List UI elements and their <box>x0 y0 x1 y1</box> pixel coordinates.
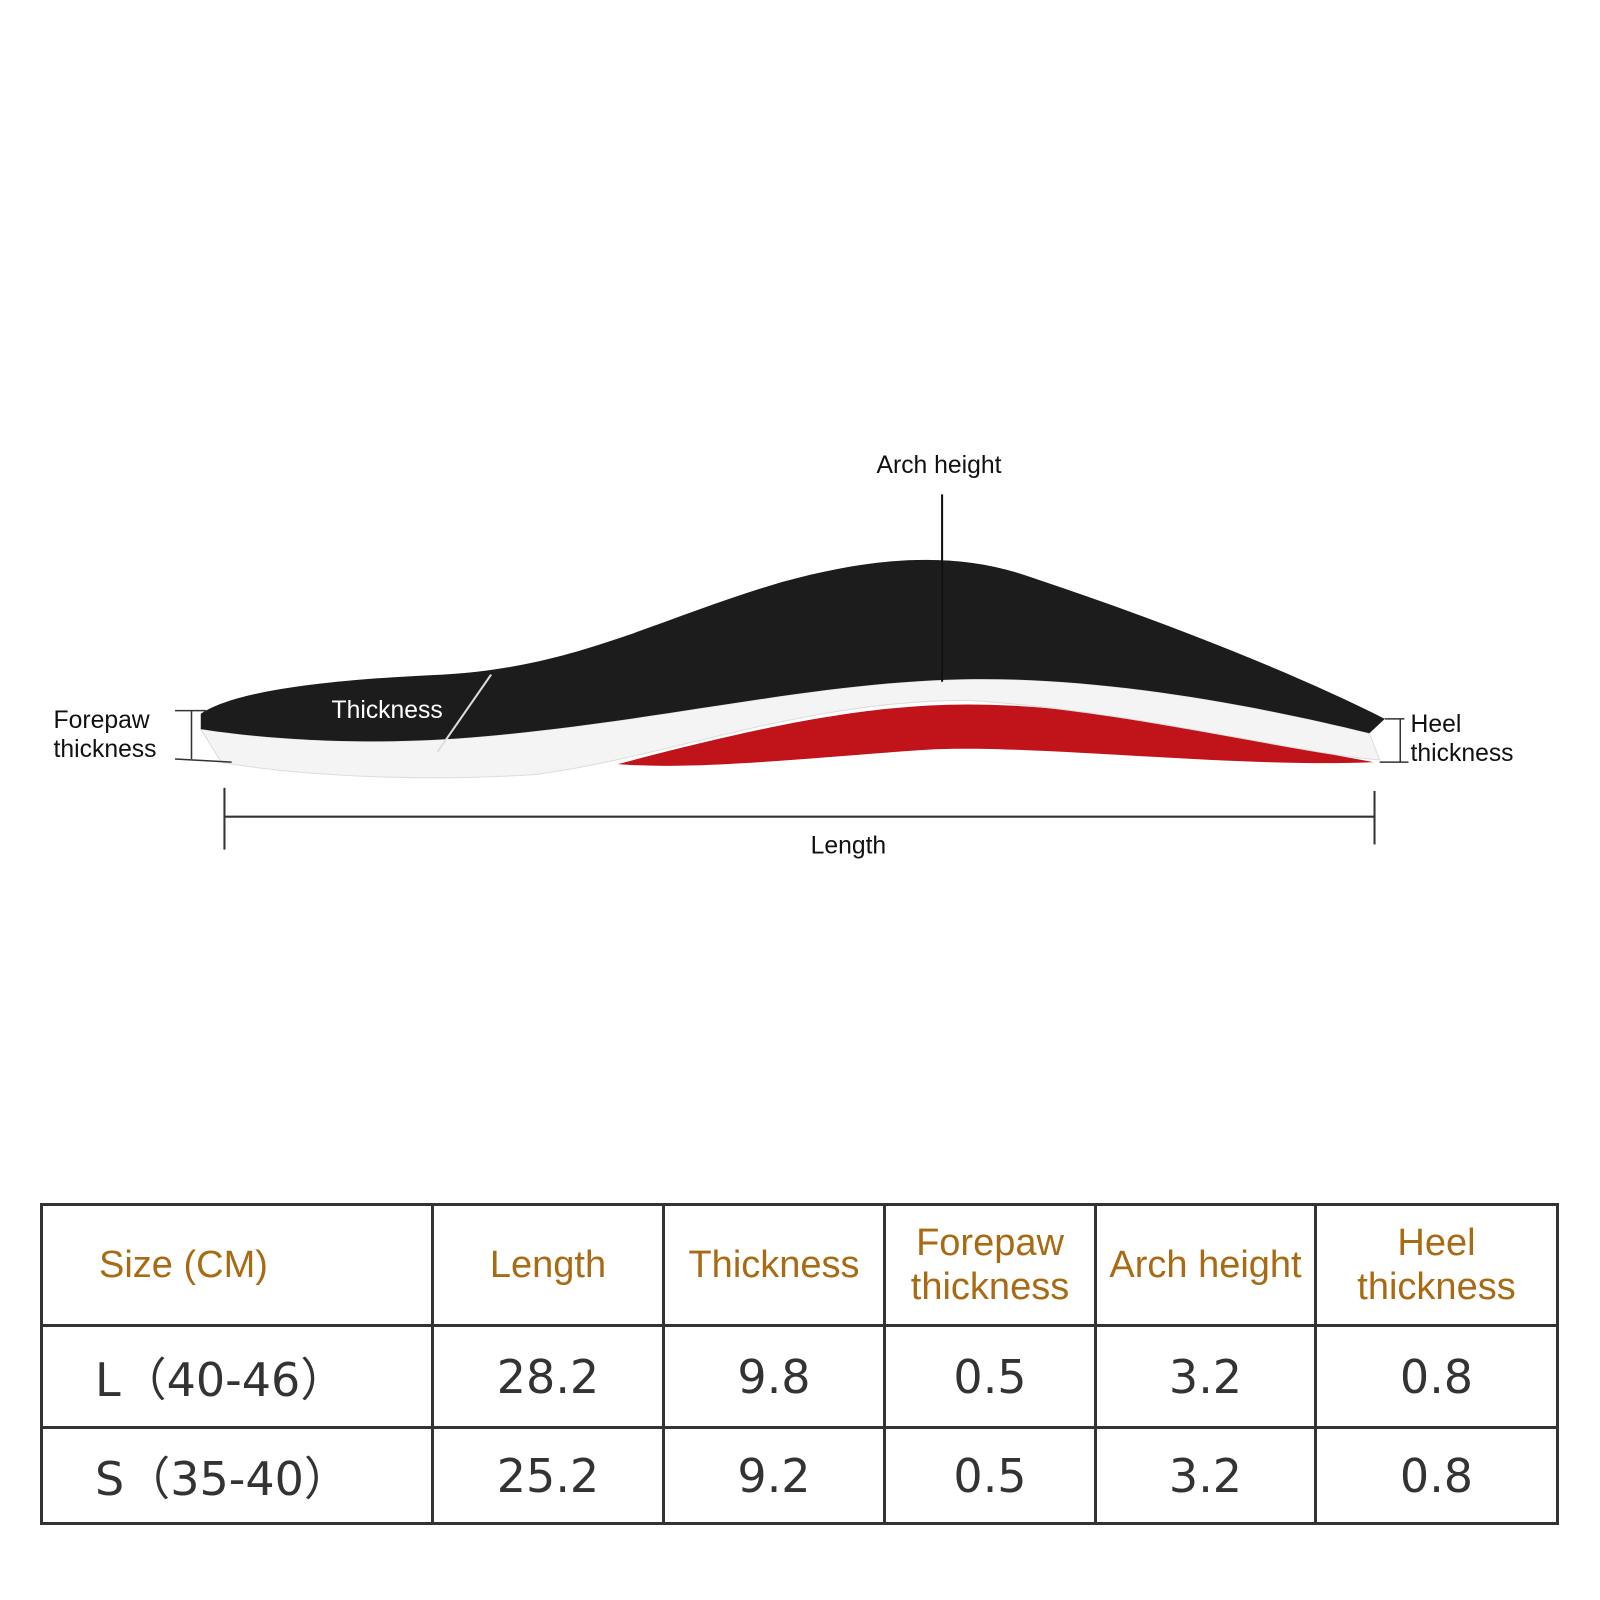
table-cell: L（40-46） <box>40 1324 434 1429</box>
label-forepaw: thickness <box>54 736 157 763</box>
header-cell: Heel thickness <box>1314 1203 1559 1327</box>
label-heel: thickness <box>1411 740 1514 767</box>
forepaw-marker <box>174 709 232 763</box>
table-cell: 0.5 <box>883 1324 1097 1429</box>
table-cell: S（35-40） <box>40 1426 434 1525</box>
header-row: Size (CM) Length Thickness Forepaw thicknes… <box>40 1203 1559 1327</box>
table-cell: 3.2 <box>1094 1426 1317 1525</box>
header-cell: Forepaw thickness <box>883 1203 1097 1327</box>
table-cell: 25.2 <box>431 1426 665 1525</box>
table-cell: 9.2 <box>662 1426 886 1525</box>
label-length: Length <box>811 833 887 860</box>
label-heel: Heel <box>1411 711 1462 738</box>
table-cell: 0.8 <box>1314 1324 1559 1429</box>
table-cell: 28.2 <box>431 1324 665 1429</box>
table-body: L（40-46） 28.2 9.8 0.5 3.2 0.8 S（35-40） 25.2 9.2 0… <box>40 1324 1559 1525</box>
insole-top <box>200 559 1385 742</box>
size-table: Size (CM) Length Thickness Forepaw thicknes… <box>40 1203 1559 1525</box>
insole-diagram: Arch height Thickness Forepaw thickness … <box>54 452 1514 860</box>
thickness-line <box>436 673 492 753</box>
table-row: L（40-46） 28.2 9.8 0.5 3.2 0.8 <box>40 1324 1559 1429</box>
table-cell: 9.8 <box>662 1324 886 1429</box>
header-cell: Size (CM) <box>40 1203 434 1327</box>
table-cell: 0.5 <box>883 1426 1097 1525</box>
table-row: S（35-40） 25.2 9.2 0.5 3.2 0.8 <box>40 1426 1559 1525</box>
label-arch-height: Arch height <box>877 452 1002 479</box>
heel-marker <box>1379 718 1409 763</box>
label-thickness: Thickness <box>332 697 443 724</box>
insole-red-base <box>617 704 1374 766</box>
length-marker <box>223 787 1376 850</box>
header-cell: Arch height <box>1094 1203 1317 1327</box>
label-forepaw: Forepaw <box>54 707 150 734</box>
table-cell: 0.8 <box>1314 1426 1559 1525</box>
table-cell: 3.2 <box>1094 1324 1317 1429</box>
header-cell: Length <box>431 1203 665 1327</box>
header-cell: Thickness <box>662 1203 886 1327</box>
